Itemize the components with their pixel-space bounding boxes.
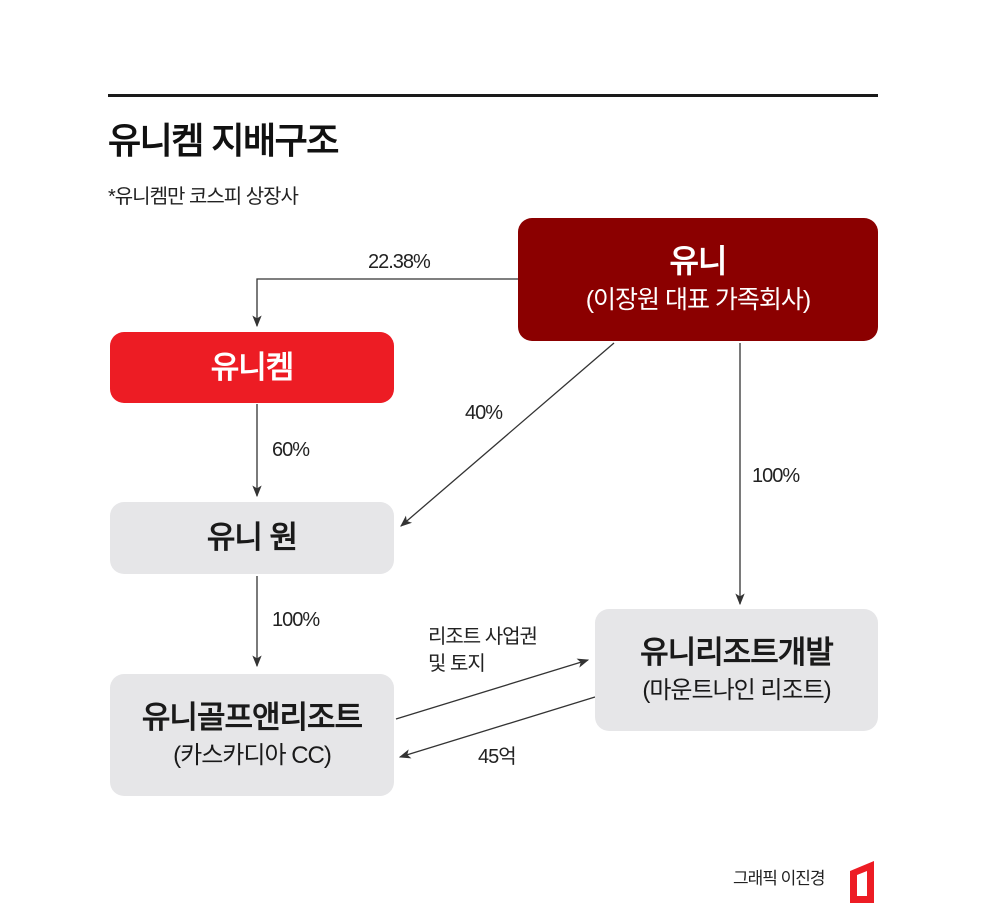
node-golf-desc: (카스카디아 CC) — [173, 742, 332, 769]
node-unione-name: 유니 원 — [206, 520, 298, 556]
node-uni-desc: (이장원 대표 가족회사) — [585, 286, 812, 315]
publisher-logo-icon — [850, 861, 874, 903]
top-rule — [108, 94, 878, 97]
edge-label-uni-to-unione: 40% — [465, 402, 503, 424]
node-uni: 유니 (이장원 대표 가족회사) — [518, 218, 878, 341]
edge-label-golf-to-resort-dev: 리조트 사업권 및 토지 — [428, 624, 538, 678]
node-resort-dev-name: 유니리조트개발 — [640, 634, 834, 670]
node-unichem-name: 유니켐 — [210, 349, 295, 385]
node-unione: 유니 원 — [110, 502, 394, 574]
edge-uni-to-unione — [400, 342, 615, 527]
page-title: 유니켐 지배구조 — [108, 120, 339, 161]
edge-label-resort-dev-to-golf: 45억 — [478, 746, 517, 768]
edge-golf-to-resort-dev — [395, 658, 590, 720]
node-uni-name: 유니 — [669, 243, 728, 280]
node-resort-dev: 유니리조트개발 (마운트나인 리조트) — [595, 609, 878, 731]
edge-uni-to-unichem — [252, 278, 518, 328]
edge-label-unione-to-golf: 100% — [272, 609, 320, 631]
edge-label-uni-to-resort-dev: 100% — [752, 465, 800, 487]
edge-label-uni-to-unichem: 22.38% — [368, 251, 431, 273]
node-resort-dev-desc: (마운트나인 리조트) — [642, 677, 831, 704]
edge-label-unichem-to-unione: 60% — [272, 439, 310, 461]
graphic-credit: 그래픽 이진경 — [733, 869, 826, 888]
node-golf: 유니골프앤리조트 (카스카디아 CC) — [110, 674, 394, 796]
edge-resort-dev-to-golf — [398, 696, 596, 759]
node-unichem: 유니켐 — [110, 332, 394, 403]
subtitle-note: *유니켐만 코스피 상장사 — [108, 186, 299, 208]
node-golf-name: 유니골프앤리조트 — [141, 699, 363, 735]
edge-label-land-line1: 리조트 사업권 — [428, 626, 538, 648]
edge-label-land-line2: 및 토지 — [428, 653, 486, 675]
